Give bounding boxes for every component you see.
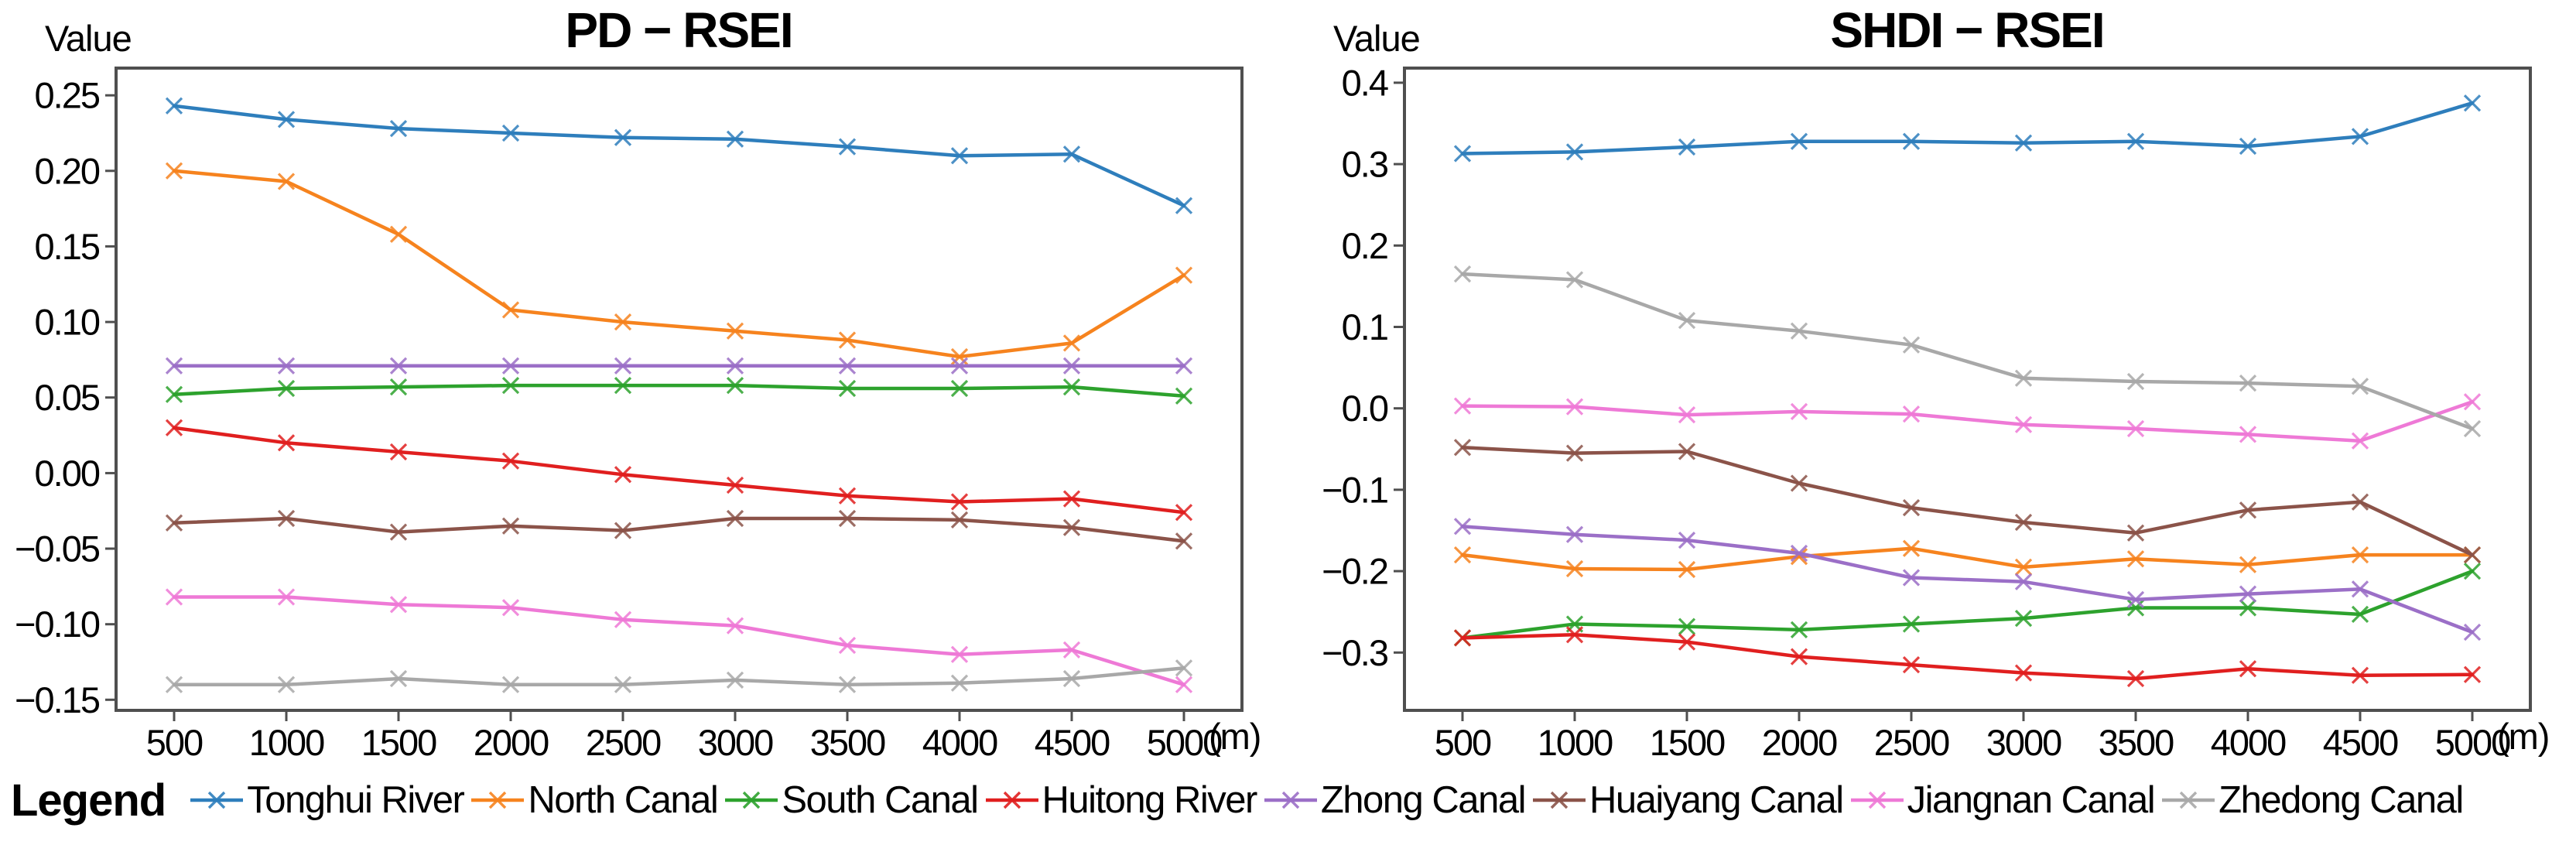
x-axis-unit: (m)	[1209, 716, 1261, 757]
y-axis-label: Value	[1333, 18, 1421, 59]
svg-text:2000: 2000	[1762, 722, 1837, 762]
legend-item-label: Zhedong Canal	[2219, 779, 2464, 821]
legend-item-label: North Canal	[528, 779, 718, 821]
legend-items: Tonghui River North Canal South Canal Huito…	[189, 778, 2469, 822]
chart-pd-rsei: 0.25 0.20 0.15 0.10 0.05 0.00 −0.05 −0.10 −0.15 5…	[0, 0, 1288, 762]
svg-text:−0.15: −0.15	[15, 679, 100, 720]
svg-text:5000: 5000	[1147, 722, 1222, 762]
svg-text:500: 500	[146, 722, 203, 762]
svg-text:2000: 2000	[474, 722, 549, 762]
svg-text:0.4: 0.4	[1342, 62, 1388, 103]
legend-item: North Canal	[470, 778, 719, 822]
svg-text:0.3: 0.3	[1342, 144, 1388, 185]
svg-text:4500: 4500	[1035, 722, 1110, 762]
legend-item-label: Tonghui River	[247, 779, 465, 821]
legend-marker-icon	[1264, 791, 1317, 809]
legend-marker-icon	[1850, 791, 1904, 809]
legend-item-label: Huitong River	[1042, 779, 1258, 821]
chart-title-pd-rsei: PD − RSEI	[565, 2, 793, 58]
svg-text:3000: 3000	[1986, 722, 2061, 762]
svg-text:2500: 2500	[1874, 722, 1949, 762]
svg-text:500: 500	[1435, 722, 1491, 762]
svg-text:1500: 1500	[361, 722, 436, 762]
svg-text:0.25: 0.25	[35, 75, 100, 116]
chart-title-shdi-rsei: SHDI − RSEI	[1830, 2, 2105, 58]
svg-text:4000: 4000	[2211, 722, 2286, 762]
svg-text:−0.3: −0.3	[1322, 632, 1388, 673]
svg-text:0.00: 0.00	[35, 453, 100, 494]
svg-text:1000: 1000	[249, 722, 324, 762]
legend-marker-icon	[190, 791, 244, 809]
legend-marker-icon	[1532, 791, 1586, 809]
svg-text:0.20: 0.20	[35, 150, 100, 191]
svg-text:4500: 4500	[2323, 722, 2398, 762]
legend-item: South Canal	[724, 778, 979, 822]
svg-text:0.05: 0.05	[35, 377, 100, 418]
chart-shdi-rsei: 0.4 0.3 0.2 0.1 0.0 −0.1 −0.2 −0.3 500 1000 1500 20…	[1288, 0, 2576, 762]
legend-marker-icon	[985, 791, 1038, 809]
svg-text:0.15: 0.15	[35, 226, 100, 267]
legend-item: Tonghui River	[189, 778, 465, 822]
legend-item-label: Huaiyang Canal	[1589, 779, 1844, 821]
svg-text:0.0: 0.0	[1342, 388, 1388, 429]
svg-text:4000: 4000	[922, 722, 997, 762]
svg-text:0.10: 0.10	[35, 302, 100, 343]
svg-text:0.2: 0.2	[1342, 225, 1387, 266]
legend-item: Huaiyang Canal	[1531, 778, 1844, 822]
shdi-rsei-plot-area: 0.4 0.3 0.2 0.1 0.0 −0.1 −0.2 −0.3 500 1000 1500 20…	[1322, 62, 2532, 762]
legend-item: Zhedong Canal	[2160, 778, 2464, 822]
svg-text:5000: 5000	[2435, 722, 2510, 762]
legend-item: Zhong Canal	[1263, 778, 1527, 822]
pd-rsei-plot-area: 0.25 0.20 0.15 0.10 0.05 0.00 −0.05 −0.10 −0.15 5…	[15, 67, 1244, 762]
svg-text:−0.05: −0.05	[15, 528, 100, 569]
legend-item: Huitong River	[984, 778, 1257, 822]
svg-text:2500: 2500	[586, 722, 661, 762]
x-axis-unit: (m)	[2497, 716, 2550, 757]
legend-title: Legend	[11, 775, 166, 826]
svg-text:3500: 3500	[2099, 722, 2174, 762]
svg-text:0.1: 0.1	[1342, 306, 1387, 347]
legend-item-label: Zhong Canal	[1320, 779, 1527, 821]
legend-item: Jiangnan Canal	[1849, 778, 2156, 822]
svg-text:−0.2: −0.2	[1322, 551, 1387, 592]
svg-text:−0.10: −0.10	[15, 604, 100, 645]
svg-text:−0.1: −0.1	[1322, 469, 1387, 510]
legend: Legend Tonghui River North Canal South Can…	[11, 763, 2576, 837]
legend-marker-icon	[725, 791, 778, 809]
y-axis-label: Value	[45, 18, 132, 59]
legend-item-label: South Canal	[782, 779, 979, 821]
svg-text:1000: 1000	[1538, 722, 1613, 762]
legend-marker-icon	[471, 791, 525, 809]
svg-text:3000: 3000	[698, 722, 773, 762]
svg-text:1500: 1500	[1650, 722, 1725, 762]
legend-marker-icon	[2162, 791, 2215, 809]
svg-text:3500: 3500	[810, 722, 885, 762]
legend-item-label: Jiangnan Canal	[1907, 779, 2156, 821]
